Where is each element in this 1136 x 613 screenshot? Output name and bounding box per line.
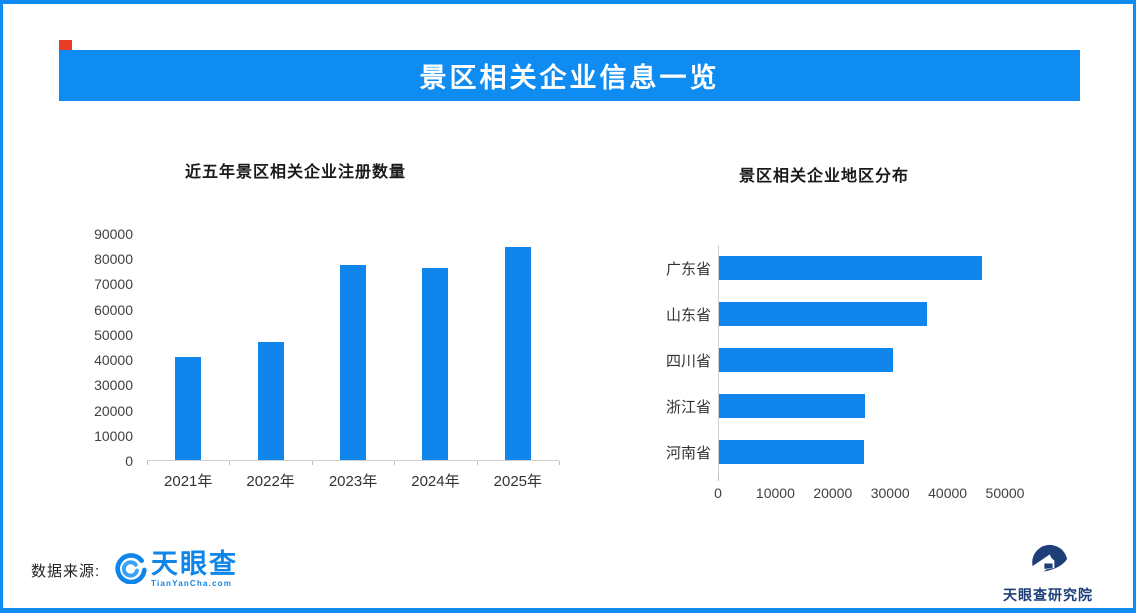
x-axis-category-label: 2024年 — [411, 473, 460, 490]
institute-logo: 天眼查研究院 — [995, 538, 1101, 605]
x-axis-category-label: 2021年 — [164, 473, 213, 490]
x-axis-tick-label: 0 — [714, 485, 722, 501]
bar-四川省 — [719, 348, 894, 372]
bar-山东省 — [719, 302, 927, 326]
bar-row — [719, 337, 1005, 383]
right-chart-category-axis: 广东省山东省四川省浙江省河南省 — [641, 245, 711, 475]
bar-slot — [229, 234, 311, 460]
right-chart-x-axis: 0 10000 20000 30000 40000 50000 — [714, 485, 1024, 503]
y-axis-tick-label: 90000 — [94, 226, 133, 242]
page-title: 景区相关企业信息一览 — [419, 63, 720, 93]
bar-2023年 — [340, 265, 367, 460]
bar-row — [719, 291, 1005, 337]
y-axis-tick-label: 10000 — [94, 427, 133, 444]
tianyancha-logo: 天眼查 TianYanCha.com — [115, 550, 238, 588]
bar-slot — [147, 234, 229, 460]
left-chart-x-axis: 2021年 2022年 2023年 2024年 2025年 — [147, 470, 559, 491]
title-banner: 景区相关企业信息一览 — [59, 50, 1080, 101]
institute-swoosh-icon — [1032, 544, 1068, 572]
bar-2025年 — [504, 246, 531, 460]
bar-2022年 — [257, 341, 284, 460]
bar-广东省 — [719, 256, 982, 280]
y-axis-tick-label: 40000 — [94, 352, 133, 369]
data-source-label: 数据来源: — [31, 563, 101, 580]
bar-row — [719, 383, 1005, 429]
x-axis-tick-label: 50000 — [985, 485, 1025, 501]
y-axis-tick-label: 80000 — [94, 251, 133, 268]
category-label-山东省: 山东省 — [665, 306, 711, 324]
x-axis-tick-mark — [559, 461, 560, 465]
bar-河南省 — [719, 440, 864, 464]
x-axis-tick-label: 10000 — [755, 485, 795, 501]
tianyancha-eye-icon — [115, 553, 147, 584]
x-axis-tick-mark — [229, 461, 231, 465]
category-label-河南省: 河南省 — [665, 444, 711, 462]
y-axis-tick-label: 0 — [125, 453, 133, 469]
bar-浙江省 — [719, 394, 866, 418]
category-label-浙江省: 浙江省 — [665, 398, 711, 416]
bar-slot — [477, 234, 559, 460]
y-axis-tick-label: 70000 — [94, 276, 133, 293]
category-label-广东省: 广东省 — [665, 260, 711, 278]
x-axis-category-label: 2025年 — [493, 473, 543, 490]
x-axis-category-label: 2023年 — [328, 473, 378, 490]
tianyancha-domain-text: TianYanCha.com — [151, 579, 233, 588]
bar-row — [719, 429, 1005, 475]
bar-slot — [312, 234, 394, 460]
left-chart-title: 近五年景区相关企业注册数量 — [185, 164, 407, 181]
x-axis-tick-mark — [394, 461, 396, 465]
x-axis-tick-label: 30000 — [870, 485, 910, 501]
x-axis-category-label: 2022年 — [246, 473, 295, 490]
y-axis-tick-label: 60000 — [94, 301, 133, 318]
left-chart-plot-area — [147, 234, 560, 465]
category-label-四川省: 四川省 — [665, 352, 711, 370]
right-chart-title: 景区相关企业地区分布 — [739, 168, 910, 185]
x-axis-tick-mark — [476, 461, 478, 465]
bar-row — [719, 245, 1005, 291]
x-axis-tick-mark — [147, 461, 148, 465]
institute-name: 天眼查研究院 — [1003, 587, 1093, 603]
bar-slot — [394, 234, 476, 460]
x-axis-tick-label: 40000 — [928, 485, 968, 501]
tianyancha-wordmark: 天眼查 — [151, 549, 238, 579]
right-chart-plot-area — [718, 245, 1005, 481]
left-chart-y-axis: 0 10000 20000 30000 40000 50000 60000 70000 8000… — [75, 226, 133, 469]
y-axis-tick-label: 30000 — [94, 377, 133, 394]
x-axis-tick-mark — [311, 461, 313, 465]
y-axis-tick-label: 50000 — [94, 326, 133, 343]
bar-2021年 — [175, 357, 202, 460]
bar-2024年 — [422, 267, 449, 460]
tianyancha-logo-text-block: 天眼查 TianYanCha.com — [151, 550, 238, 588]
x-axis-tick-label: 20000 — [813, 485, 853, 501]
red-corner-mark — [59, 40, 72, 50]
y-axis-tick-label: 20000 — [94, 402, 133, 419]
